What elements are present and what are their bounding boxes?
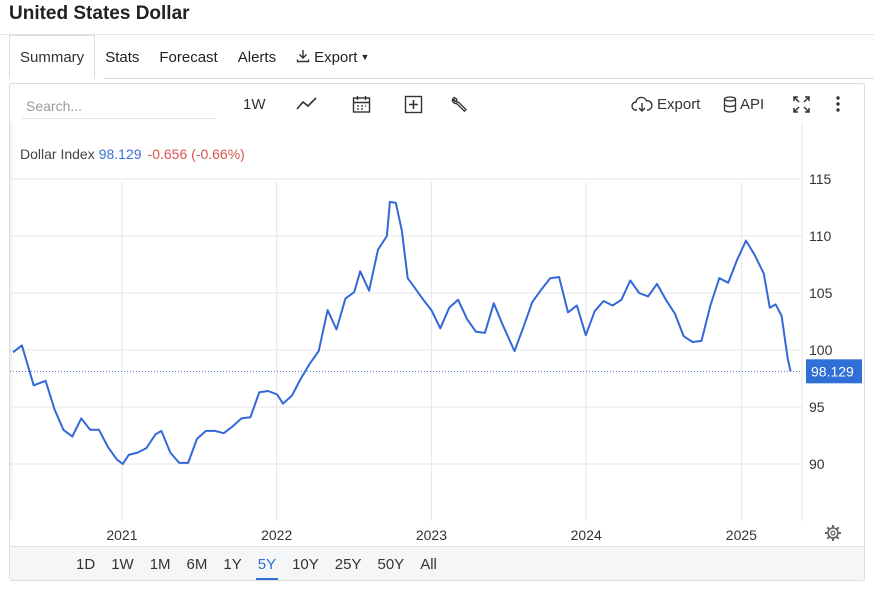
tab-stats[interactable]: Stats	[95, 35, 149, 79]
interval-label: 1W	[243, 95, 266, 113]
range-button-1y[interactable]: 1Y	[223, 555, 242, 573]
chart-legend: Dollar Index 98.129 -0.656 (-0.66%)	[20, 146, 245, 162]
range-button-all[interactable]: All	[420, 555, 437, 573]
tab-bar: Summary Stats Forecast Alerts Export ▼	[9, 35, 379, 79]
tab-forecast[interactable]: Forecast	[149, 35, 227, 79]
x-tick-label-2022: 2022	[261, 527, 292, 543]
range-button-1m[interactable]: 1M	[149, 555, 171, 573]
range-button-1d[interactable]: 1D	[76, 555, 96, 573]
gear-icon[interactable]	[825, 525, 841, 541]
y-tick-label-110: 110	[809, 228, 832, 244]
gear-icon-tooth	[835, 535, 840, 540]
tab-alerts-label: Alerts	[237, 48, 277, 66]
chart-toolbar: 1W Export API	[10, 84, 864, 122]
legend-series-name: Dollar Index	[20, 146, 95, 162]
fullscreen-icon[interactable]	[792, 93, 811, 115]
y-tick-label-115: 115	[809, 171, 832, 187]
more-vert-icon[interactable]	[835, 93, 841, 115]
grid-lines	[10, 178, 802, 521]
tab-summary[interactable]: Summary	[9, 35, 96, 79]
page-title: United States Dollar	[9, 3, 190, 24]
caret-down-icon: ▼	[360, 52, 370, 62]
y-tick-label-100: 100	[809, 342, 833, 358]
gear-icon-tooth	[826, 526, 831, 531]
range-button-10y[interactable]: 10Y	[292, 555, 319, 573]
series-line-dollar-index	[12, 200, 792, 465]
download-icon	[296, 49, 310, 66]
line-chart: 90 95 100 105 110 115 2021 2022 2023 2024 2025 98…	[10, 122, 862, 543]
range-button-25y[interactable]: 25Y	[334, 555, 362, 573]
plus-box-icon[interactable]	[404, 93, 423, 115]
x-tick-label-2025: 2025	[726, 527, 757, 543]
wrench-icon[interactable]	[451, 93, 469, 115]
gear-icon-tooth	[826, 535, 831, 540]
range-buttons: 1D 1W 1M 6M 1Y 5Y 10Y 25Y 50Y All	[68, 547, 445, 581]
x-tick-label-2021: 2021	[106, 527, 137, 543]
range-button-1w[interactable]: 1W	[111, 555, 134, 573]
cloud-download-icon	[631, 96, 653, 112]
api-label: API	[740, 95, 765, 113]
y-axis: 90 95 100 105 110 115	[809, 171, 833, 472]
range-button-5y[interactable]: 5Y	[250, 547, 284, 581]
y-tick-label-105: 105	[809, 285, 833, 301]
database-icon	[723, 95, 737, 113]
range-button-50y[interactable]: 50Y	[377, 555, 405, 573]
last-value-tag-text: 98.129	[811, 363, 854, 379]
tab-alerts[interactable]: Alerts	[228, 35, 286, 79]
tab-stats-label: Stats	[105, 48, 140, 66]
last-value-tag-bg	[806, 359, 862, 384]
calendar-icon[interactable]	[352, 93, 371, 115]
gear-icon-tooth	[835, 526, 840, 531]
x-tick-label-2023: 2023	[416, 527, 447, 543]
interval-button[interactable]: 1W	[243, 93, 266, 115]
legend-change: -0.656 (-0.66%)	[147, 146, 245, 162]
gear-icon-ring	[827, 527, 839, 539]
range-bar: 1D 1W 1M 6M 1Y 5Y 10Y 25Y 50Y All	[10, 546, 864, 580]
tab-forecast-label: Forecast	[159, 48, 218, 66]
export-label: Export	[657, 95, 701, 113]
tabs-divider	[104, 78, 874, 79]
title-divider	[0, 34, 874, 35]
x-tick-label-2024: 2024	[571, 527, 602, 543]
tab-export[interactable]: Export ▼	[286, 35, 379, 79]
y-tick-label-90: 90	[809, 456, 825, 472]
range-button-6m[interactable]: 6M	[186, 555, 208, 573]
tab-export-label: Export	[314, 48, 358, 66]
line-chart-icon[interactable]	[296, 93, 318, 115]
gear-icon-hub	[830, 530, 836, 536]
api-button[interactable]: API	[723, 93, 764, 115]
x-axis: 2021 2022 2023 2024 2025	[106, 527, 757, 543]
tab-summary-label: Summary	[20, 48, 85, 66]
legend-value: 98.129	[98, 146, 142, 162]
last-value-tag: 98.129	[806, 359, 862, 384]
chart-panel: 1W Export API	[9, 83, 865, 581]
search-input[interactable]	[22, 93, 216, 119]
export-button[interactable]: Export	[631, 93, 700, 115]
y-tick-label-95: 95	[809, 399, 825, 415]
